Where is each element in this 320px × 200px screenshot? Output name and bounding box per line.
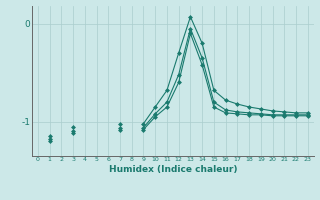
X-axis label: Humidex (Indice chaleur): Humidex (Indice chaleur) xyxy=(108,165,237,174)
